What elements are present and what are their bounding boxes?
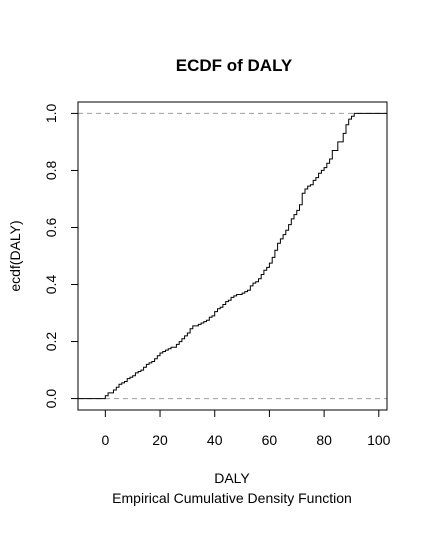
x-tick-label: 20 [152, 432, 168, 448]
x-tick-label: 80 [316, 432, 332, 448]
x-tick-label: 60 [262, 432, 278, 448]
y-tick-label: 0.8 [43, 161, 59, 181]
chart-subtitle: Empirical Cumulative Density Function [112, 490, 352, 506]
reference-lines [78, 112, 387, 400]
x-axis: 0 20 40 60 80 100 [101, 409, 391, 448]
y-tick-label: 0.6 [43, 218, 59, 238]
ecdf-series-line [78, 112, 387, 400]
plot-area [77, 101, 388, 411]
plot-frame [77, 101, 388, 411]
y-axis-label: ecdf(DALY) [7, 220, 23, 291]
y-axis: 0.0 0.2 0.4 0.6 0.8 1.0 [43, 103, 79, 409]
x-tick-label: 40 [207, 432, 223, 448]
x-tick-label: 100 [367, 432, 391, 448]
y-tick-label: 0.0 [43, 389, 59, 409]
x-tick-label: 0 [101, 432, 109, 448]
chart-title: ECDF of DALY [176, 56, 293, 75]
y-tick-label: 1.0 [43, 103, 59, 123]
x-axis-label: DALY [214, 470, 250, 486]
y-tick-label: 0.2 [43, 332, 59, 352]
y-tick-label: 0.4 [43, 275, 59, 295]
